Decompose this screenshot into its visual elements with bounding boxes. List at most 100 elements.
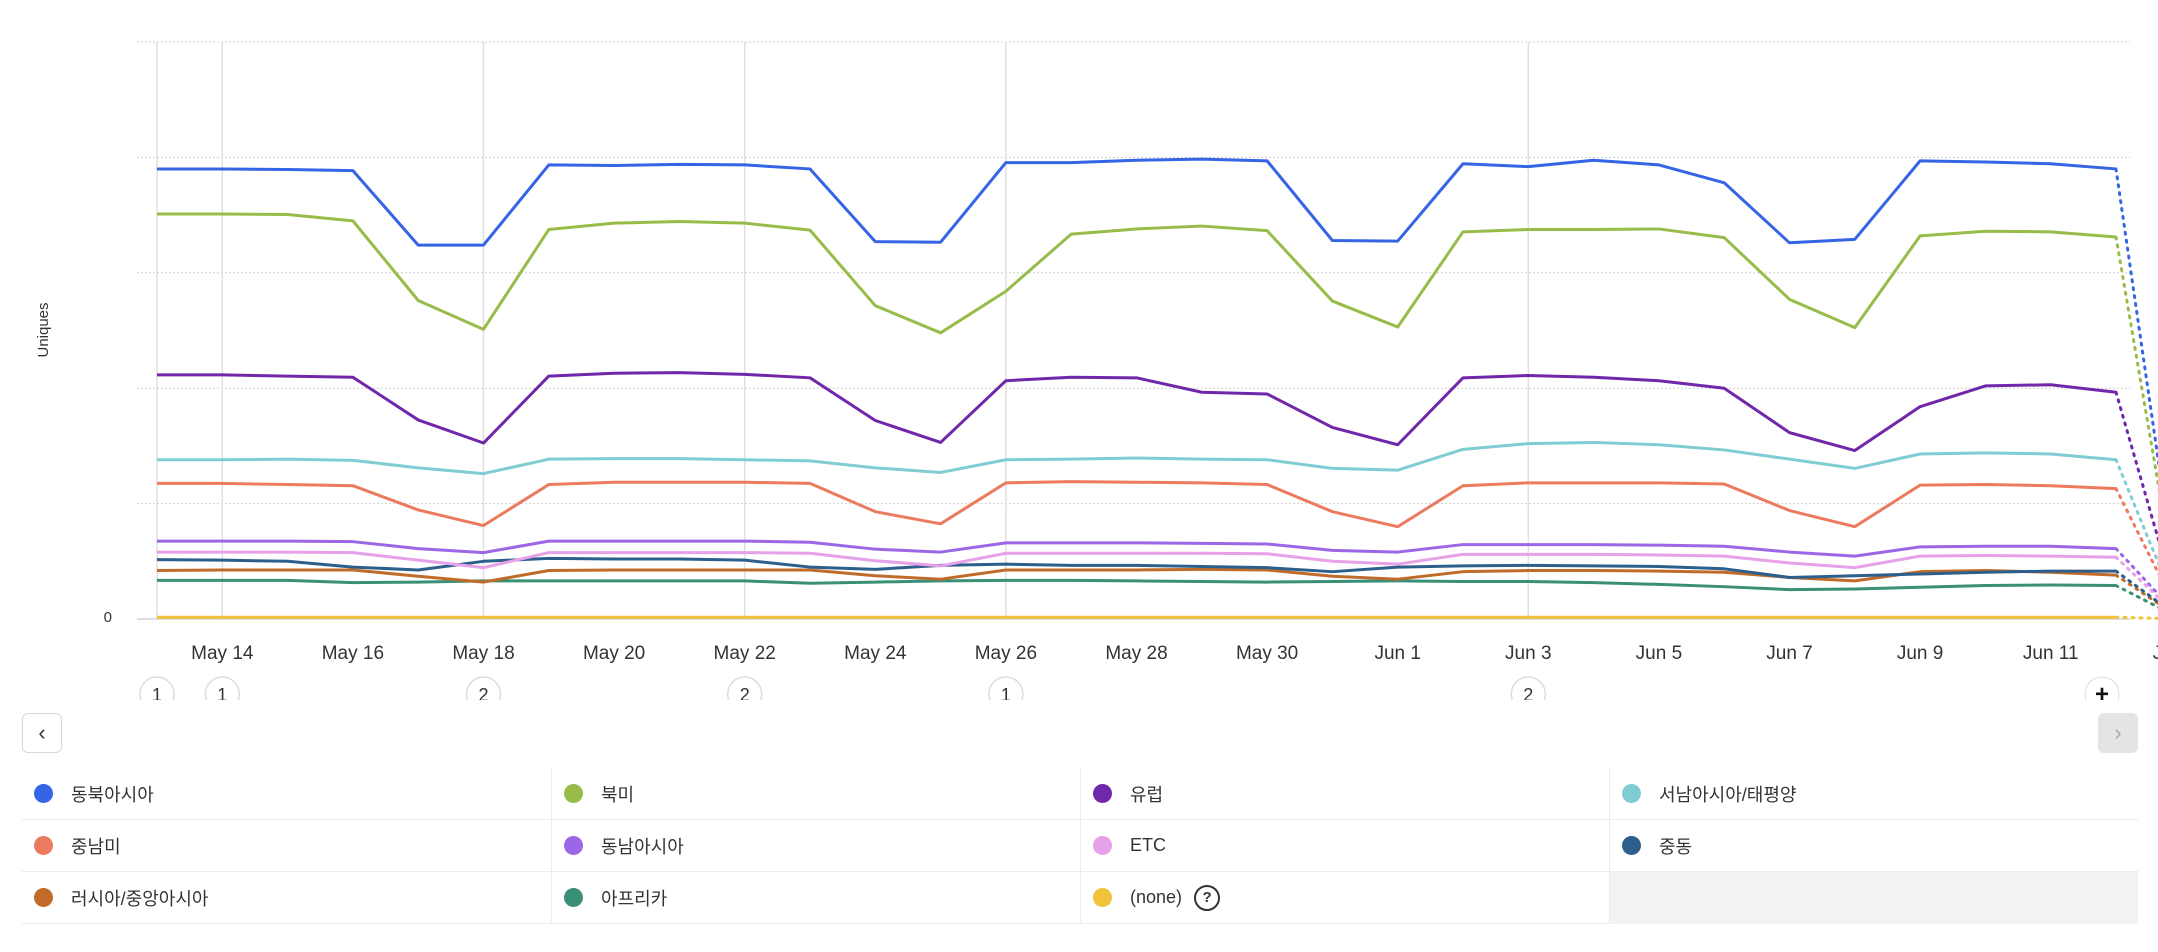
series-line-partial (2114, 615, 2158, 620)
x-tick-label: May 30 (1236, 643, 1298, 664)
annotation-marker[interactable]: 2 (465, 676, 502, 700)
series-line[interactable] (157, 550, 2117, 570)
series-line-partial (2114, 487, 2158, 576)
legend-label: 중남미 (71, 836, 121, 857)
series-line[interactable] (157, 212, 2117, 335)
annotation-marker[interactable]: 1 (139, 676, 175, 700)
legend-item[interactable]: 아프리카 (551, 872, 1080, 924)
x-tick-label: May 22 (714, 643, 776, 664)
legend-label: ETC (1130, 835, 1166, 855)
series-line[interactable] (157, 539, 2117, 558)
legend-label: 북미 (601, 784, 635, 805)
annotation-circle (139, 676, 175, 700)
chevron-right-icon: › (2114, 720, 2122, 745)
scroll-right-button[interactable]: › (2098, 713, 2138, 753)
legend-swatch (564, 784, 583, 803)
x-tick-label: Jun 5 (1636, 643, 1682, 664)
annotation-count: 1 (217, 685, 227, 700)
legend-item[interactable]: ETC (1080, 820, 1609, 872)
series-lines (156, 157, 2158, 620)
x-tick-label: May 20 (583, 643, 645, 664)
legend-item[interactable]: 동남아시아 (551, 820, 1080, 872)
legend-item[interactable]: 서남아시아/태평양 (1609, 768, 2138, 820)
legend-item[interactable]: 중남미 (22, 820, 551, 872)
series-line[interactable] (157, 578, 2117, 592)
series-line-partial (2114, 167, 2158, 469)
annotation-count: 2 (740, 685, 750, 700)
annotation-circle (465, 676, 502, 700)
annotation-marker[interactable]: 1 (204, 676, 241, 700)
series-line-partial (2114, 569, 2158, 604)
annotation-marker[interactable]: 1 (988, 676, 1024, 700)
y-tick-label: 0 (104, 609, 112, 626)
legend-item[interactable]: 중동 (1609, 820, 2138, 872)
annotation-circle (988, 676, 1024, 700)
legend-swatch (564, 836, 583, 855)
x-tick-label: May 24 (844, 643, 907, 664)
legend-swatch (34, 784, 53, 803)
x-axis-ticks: May 14 May 16 May 18 May 20 May 22 May 24 May … (191, 643, 2158, 664)
legend-label: 동북아시아 (71, 784, 154, 805)
legend-item[interactable]: (none) ? (1080, 872, 1609, 924)
annotation-marker[interactable]: 2 (1510, 676, 1547, 700)
x-tick-label: May 16 (322, 643, 384, 664)
series-line[interactable] (157, 157, 2117, 247)
question-circle-icon[interactable]: ? (1194, 884, 1221, 911)
annotation-circle (726, 676, 763, 700)
annotation-circle (1510, 676, 1547, 700)
legend-label: 유럽 (1130, 784, 1164, 805)
legend-swatch (564, 888, 583, 907)
legend-label: 러시아/중앙아시아 (71, 888, 209, 909)
y-axis-label: Uniques (35, 302, 52, 357)
series-line-partial (2114, 573, 2158, 606)
series-line-partial (2114, 555, 2158, 600)
x-tick-label: Jun 11 (2023, 643, 2079, 664)
x-tick-label: May 18 (452, 643, 514, 664)
annotation-marker[interactable]: 2 (726, 676, 763, 700)
annotation-markers[interactable]: 1 1 2 2 1 2 (139, 676, 1547, 700)
legend-label: 동남아시아 (601, 836, 684, 857)
legend-swatch (34, 836, 53, 855)
series-line[interactable] (156, 556, 2116, 579)
legend-swatch (1093, 888, 1112, 907)
chart-legend: 동북아시아 북미 유럽 서남아시아/태평양 중남미 동남아시아 ETC 중동 러… (22, 768, 2138, 924)
x-tick-label: Jun 3 (1505, 643, 1551, 664)
legend-label: 서남아시아/태평양 (1659, 784, 1797, 805)
legend-empty-cell (1609, 872, 2138, 924)
x-tick-label: May 14 (191, 643, 254, 664)
grid-lines (137, 41, 2130, 620)
annotation-count: 1 (1001, 685, 1011, 700)
legend-swatch (1093, 784, 1112, 803)
annotation-count: 2 (1523, 685, 1533, 700)
annotation-circle (204, 676, 241, 700)
legend-label: 아프리카 (601, 888, 668, 909)
scroll-left-button[interactable]: ‹ (22, 713, 62, 753)
legend-label: 중동 (1659, 836, 1693, 857)
x-tick-label: May 28 (1105, 643, 1167, 664)
x-tick-label: Jun 1 (1374, 643, 1420, 664)
legend-label: (none) (1130, 887, 1183, 907)
legend-swatch (34, 888, 53, 907)
x-tick-label: Jun 13 (2153, 643, 2158, 664)
series-line[interactable] (157, 371, 2117, 453)
legend-item[interactable]: 러시아/중앙아시아 (22, 872, 551, 924)
annotation-count: 1 (152, 685, 162, 700)
x-tick-label: Jun 9 (1897, 643, 1943, 664)
add-annotation-button[interactable]: + (2084, 676, 2120, 700)
series-line[interactable] (157, 480, 2117, 529)
series-line-partial (2114, 547, 2158, 597)
add-annotation-label: + (2095, 681, 2109, 700)
chevron-left-icon: ‹ (38, 720, 46, 745)
x-tick-label: May 26 (975, 643, 1037, 664)
legend-item[interactable]: 북미 (551, 768, 1080, 820)
legend-swatch (1622, 784, 1641, 803)
legend-swatch (1093, 836, 1112, 855)
legend-item[interactable]: 유럽 (1080, 768, 1609, 820)
legend-item[interactable]: 동북아시아 (22, 768, 551, 820)
series-line[interactable] (157, 440, 2117, 476)
legend-swatch (1622, 836, 1641, 855)
line-chart: Uniques 0 May 14 May 16 May 18 May 20 May 22… (35, 41, 2158, 700)
x-tick-label: Jun 7 (1766, 643, 1812, 664)
series-line-partial (2114, 390, 2158, 544)
annotation-count: 2 (478, 685, 488, 700)
